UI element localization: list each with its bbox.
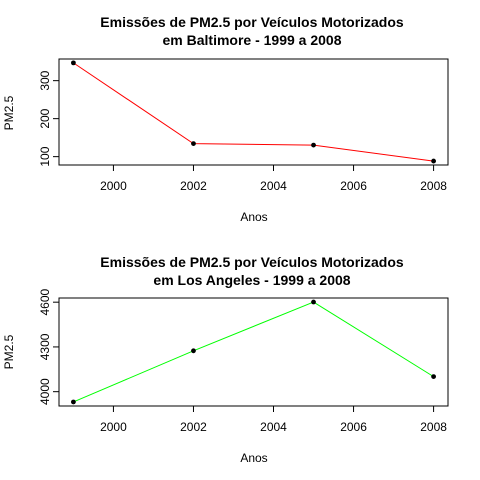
x-tick-label: 2000 [100,420,127,434]
series-line [73,301,434,403]
x-tick-label: 2000 [100,179,127,193]
y-tick-label: 100 [38,146,52,166]
plot-frame [58,58,449,166]
y-axis-label: PM2.5 [2,334,16,369]
series-group [71,299,436,405]
data-point [191,141,196,147]
data-point [71,399,76,405]
chart-panel-baltimore: Emissões de PM2.5 por Veículos Motorizad… [2,14,449,224]
chart-subtitle: em Baltimore - 1999 a 2008 [163,32,342,48]
x-axis: 2000 2002 2004 2006 2008 [100,165,447,193]
x-tick-label: 2006 [340,420,367,434]
data-point [191,348,196,354]
data-point [311,299,316,305]
y-axis: 100 200 300 [38,70,59,167]
x-axis: 2000 2002 2004 2006 2008 [100,406,447,434]
data-point [311,142,316,148]
x-tick-label: 2002 [180,179,207,193]
series-line [73,62,434,162]
x-tick-label: 2006 [340,179,367,193]
chart-title: Emissões de PM2.5 por Veículos Motorizad… [100,254,404,270]
chart-subtitle: em Los Angeles - 1999 a 2008 [153,272,350,288]
series-group [71,60,436,164]
x-tick-label: 2004 [260,420,287,434]
x-tick-label: 2002 [180,420,207,434]
data-point [71,60,76,66]
chart-title: Emissões de PM2.5 por Veículos Motorizad… [100,14,404,30]
x-tick-label: 2008 [420,179,447,193]
x-axis-label: Anos [240,451,267,465]
y-tick-label: 4300 [38,333,52,360]
plot-frame [58,297,449,407]
y-tick-label: 4600 [38,289,52,316]
x-tick-label: 2008 [420,420,447,434]
x-axis-label: Anos [240,210,267,224]
y-tick-label: 4000 [38,378,52,405]
data-point [431,374,436,380]
data-point [431,158,436,164]
x-tick-label: 2004 [260,179,287,193]
y-axis-label: PM2.5 [2,95,16,130]
y-tick-label: 200 [38,108,52,128]
y-tick-label: 300 [38,70,52,90]
chart-panel-los-angeles: Emissões de PM2.5 por Veículos Motorizad… [2,254,449,465]
y-axis: 4000 4300 4600 [38,289,59,405]
